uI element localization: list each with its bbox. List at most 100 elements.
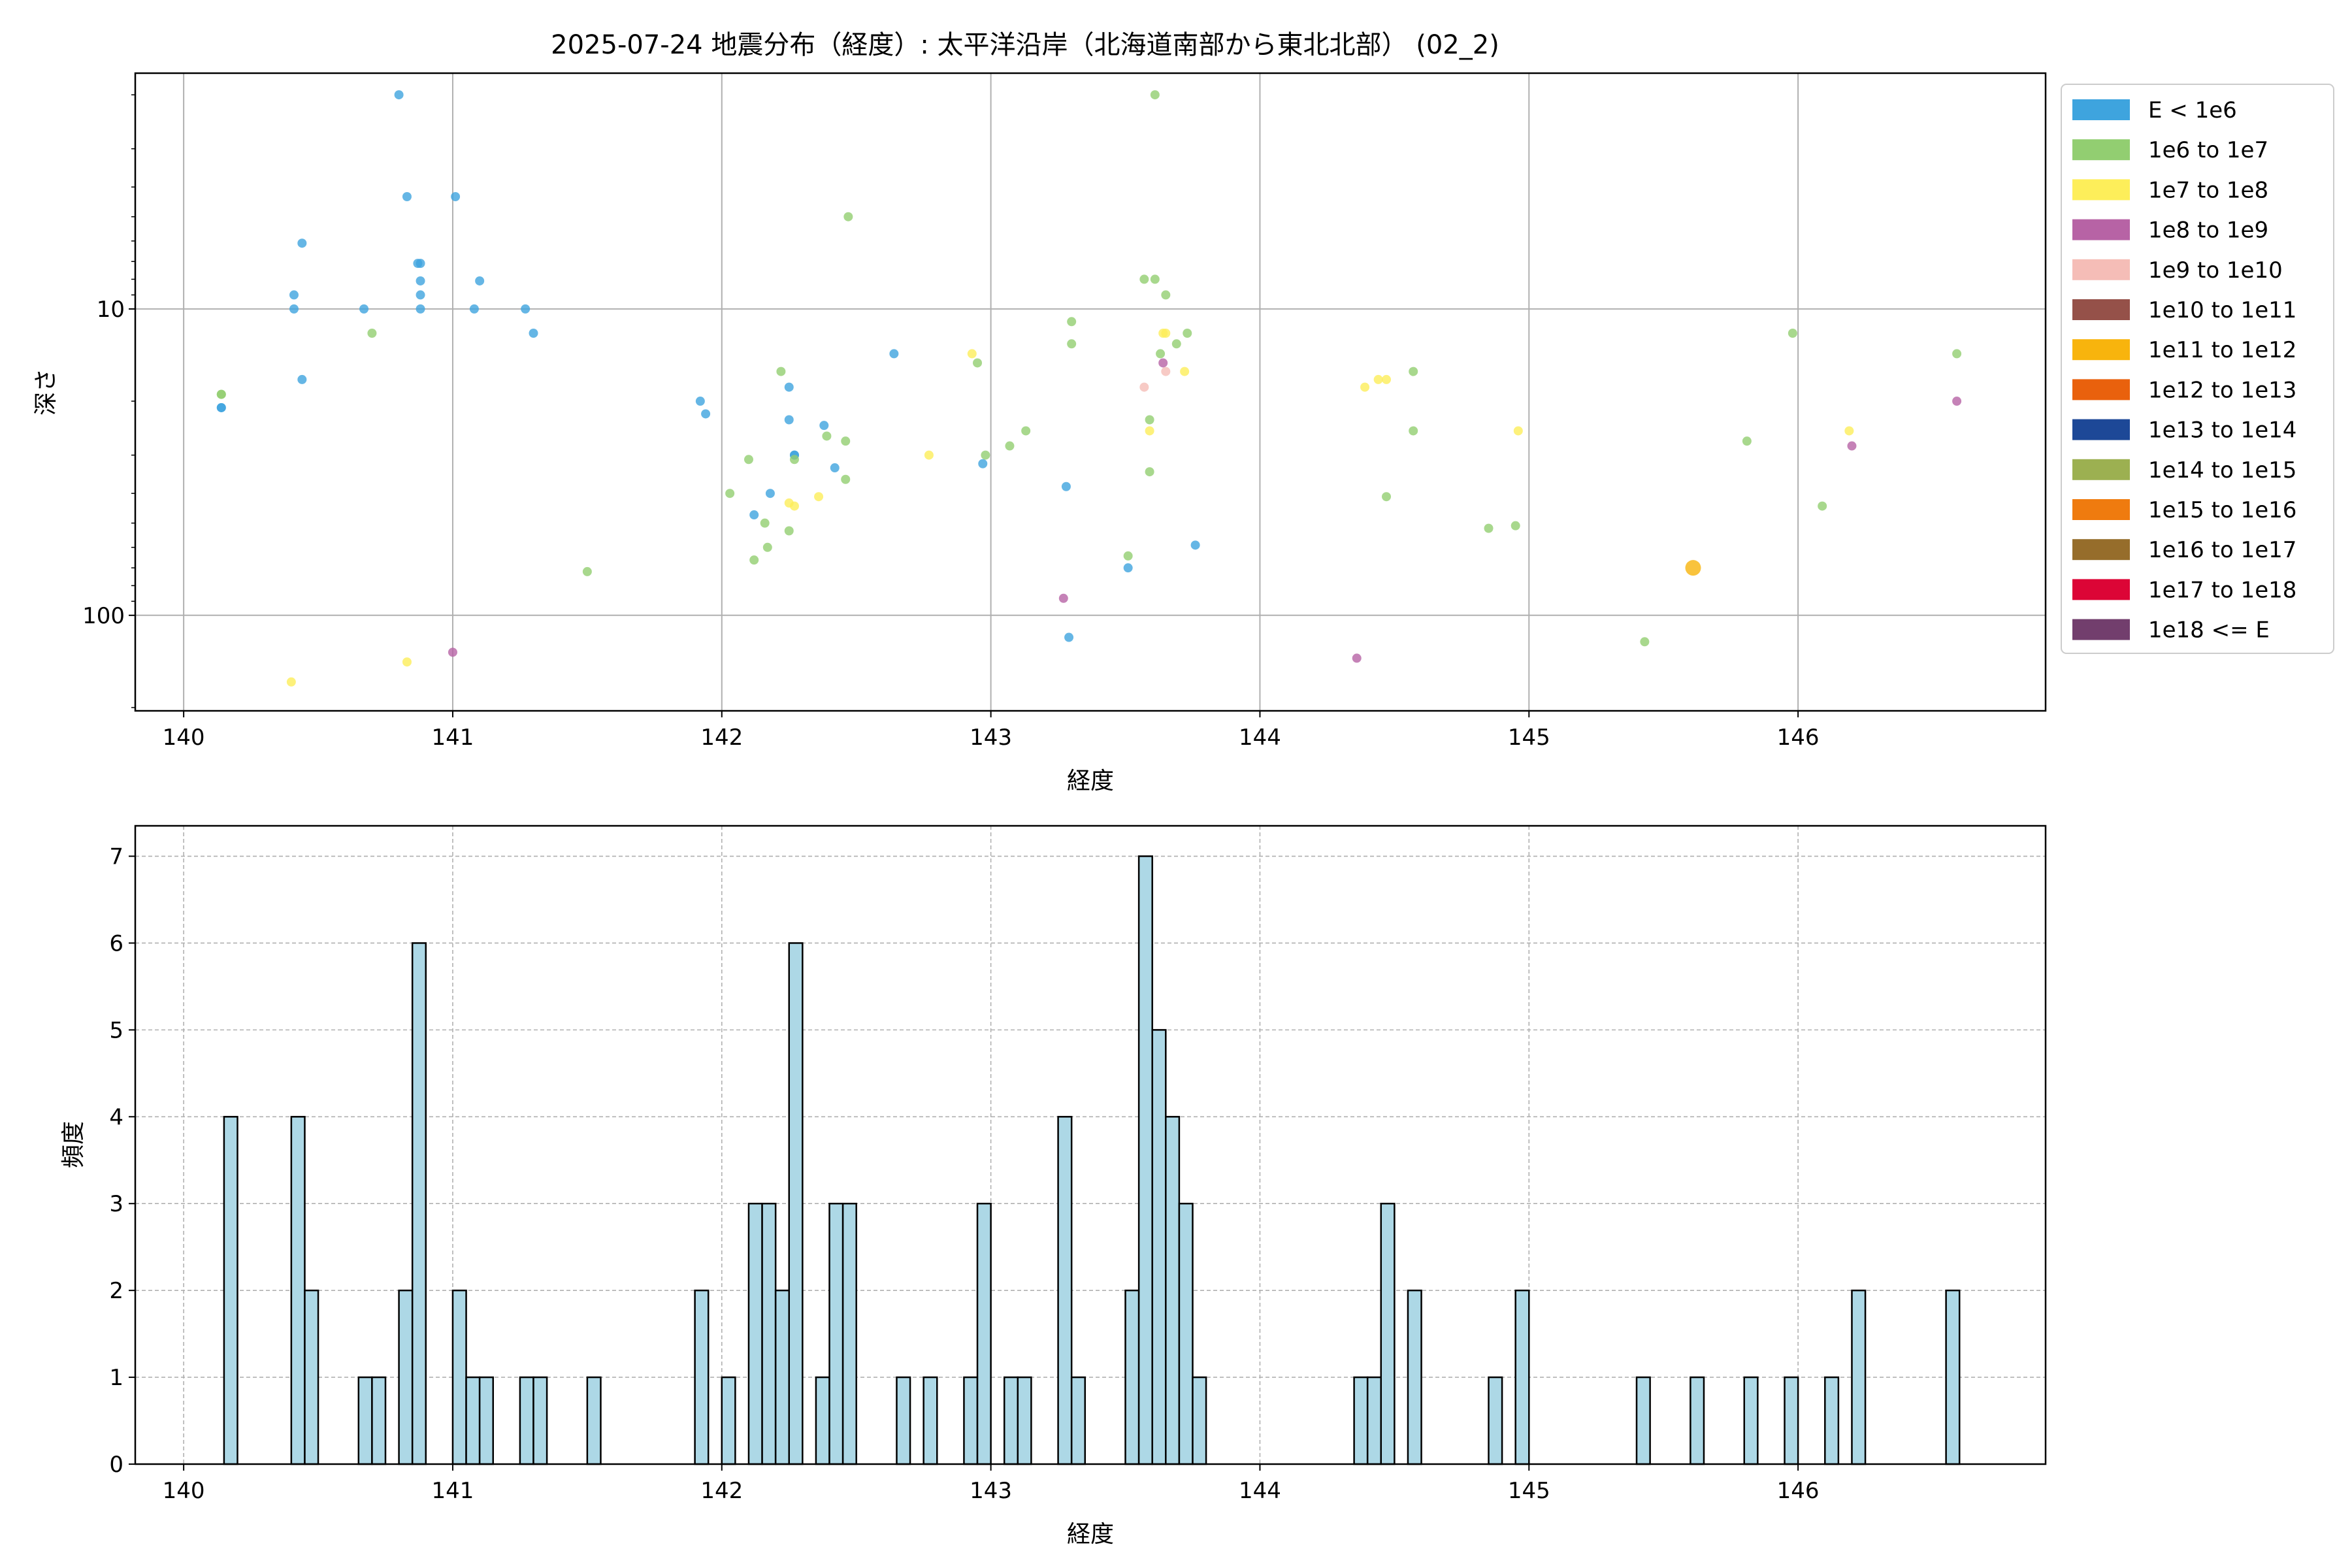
legend-swatch: [2072, 579, 2130, 600]
histogram-y-tick-label: 2: [109, 1278, 123, 1304]
scatter-point: [1685, 560, 1701, 576]
scatter-point: [1139, 382, 1149, 392]
scatter-point: [1742, 436, 1752, 446]
scatter-point: [1061, 482, 1071, 491]
scatter-point: [1067, 317, 1077, 327]
scatter-point: [978, 459, 988, 468]
scatter-x-tick-label: 141: [432, 725, 474, 751]
legend-label: 1e7 to 1e8: [2148, 177, 2268, 203]
scatter-point: [843, 212, 853, 221]
histogram-y-tick-label: 0: [109, 1452, 123, 1478]
scatter-point: [416, 304, 425, 314]
histogram-bar: [1514, 1289, 1530, 1465]
scatter-y-axis-label: 深さ: [33, 368, 59, 416]
legend-label: 1e10 to 1e11: [2148, 297, 2296, 323]
histogram-bars: [223, 855, 1961, 1465]
histogram-bar: [1124, 1289, 1140, 1465]
histogram-y-tick-label: 1: [109, 1365, 123, 1391]
scatter-point: [924, 450, 934, 460]
histogram-bar: [586, 1376, 602, 1465]
scatter-point: [749, 510, 759, 520]
histogram-bar: [1151, 1029, 1167, 1465]
scatter-point: [1352, 653, 1362, 663]
scatter-point: [1021, 426, 1031, 436]
histogram-x-tick-label: 146: [1777, 1478, 1820, 1504]
scatter-point: [1788, 329, 1797, 338]
histogram-bar: [411, 942, 427, 1465]
scatter-point: [1847, 441, 1857, 451]
scatter-point: [1145, 467, 1154, 477]
histogram-y-tick-label: 7: [109, 844, 123, 870]
scatter-y-tick-label: 100: [82, 603, 125, 629]
histogram-bar: [1945, 1289, 1961, 1465]
scatter-ticks: 140 141 142 143 144 145 146 10 100: [82, 94, 1820, 751]
scatter-point: [1058, 593, 1068, 603]
histogram-x-tick-label: 143: [970, 1478, 1012, 1504]
scatter-point: [297, 238, 307, 248]
scatter-point: [789, 501, 799, 511]
legend-label: 1e18 <= E: [2148, 617, 2270, 644]
histogram-bar: [1407, 1289, 1422, 1465]
histogram-bar: [223, 1116, 238, 1465]
histogram-bar: [747, 1202, 763, 1465]
scatter-point: [841, 436, 851, 446]
scatter-point: [1161, 290, 1171, 300]
scatter-point: [1818, 501, 1827, 511]
histogram-bar: [1165, 1116, 1181, 1465]
scatter-x-axis-label: 経度: [1067, 768, 1114, 794]
histogram-x-tick-label: 141: [432, 1478, 474, 1504]
legend-swatch: [2072, 539, 2130, 561]
scatter-point: [1511, 521, 1520, 531]
scatter-point: [289, 290, 299, 300]
legend-label: 1e14 to 1e15: [2148, 457, 2296, 483]
scatter-point: [1145, 426, 1154, 436]
scatter-point: [402, 657, 412, 667]
legend-label: 1e13 to 1e14: [2148, 417, 2296, 444]
scatter-point: [1180, 367, 1190, 376]
scatter-point: [784, 415, 794, 425]
histogram-bar: [1743, 1376, 1759, 1465]
scatter-point: [1150, 90, 1160, 100]
histogram-bar: [1784, 1376, 1799, 1465]
scatter-point: [695, 397, 705, 406]
legend-swatch: [2072, 619, 2130, 640]
histogram-y-axis-label: 頻度: [60, 1121, 87, 1168]
scatter-point: [967, 349, 977, 359]
scatter-point: [1183, 329, 1192, 338]
scatter-point: [1952, 397, 1962, 406]
scatter-point: [776, 367, 786, 376]
scatter-point: [1373, 374, 1383, 384]
legend-swatch: [2072, 259, 2130, 280]
histogram-y-tick-label: 4: [109, 1104, 123, 1130]
scatter-point: [359, 304, 369, 314]
histogram-bar: [788, 942, 804, 1465]
scatter-x-tick-label: 140: [163, 725, 205, 751]
scatter-point: [822, 431, 832, 441]
histogram-plot-frame: [134, 825, 2047, 1465]
scatter-point: [529, 329, 538, 338]
histogram-bar: [828, 1202, 844, 1465]
histogram-bar: [371, 1376, 387, 1465]
scatter-point: [1156, 349, 1166, 359]
legend-swatch: [2072, 299, 2130, 320]
histogram-bar: [478, 1376, 494, 1465]
scatter-point: [760, 518, 770, 528]
legend-label: 1e12 to 1e13: [2148, 377, 2296, 403]
histogram-bar: [1070, 1376, 1086, 1465]
figure-title: 2025-07-24 地震分布（経度）: 太平洋沿岸（北海道南部から東北北部） …: [551, 30, 1499, 60]
scatter-point: [394, 90, 404, 100]
scatter-point: [841, 474, 851, 484]
scatter-point: [216, 389, 226, 399]
histogram-panel: 140 141 142 143 144 145 146 0 1 2 3 4 5 6 7 経度 頻度: [60, 825, 2047, 1548]
scatter-point: [469, 304, 479, 314]
histogram-bar: [1690, 1376, 1705, 1465]
scatter-point: [367, 329, 377, 338]
scatter-point: [1161, 329, 1171, 338]
histogram-bar: [465, 1376, 481, 1465]
histogram-bar: [1380, 1202, 1396, 1465]
histogram-bar: [532, 1376, 548, 1465]
scatter-point: [1640, 637, 1650, 647]
scatter-grid: [135, 73, 2046, 711]
legend-swatch: [2072, 139, 2130, 161]
scatter-point: [1409, 426, 1418, 436]
